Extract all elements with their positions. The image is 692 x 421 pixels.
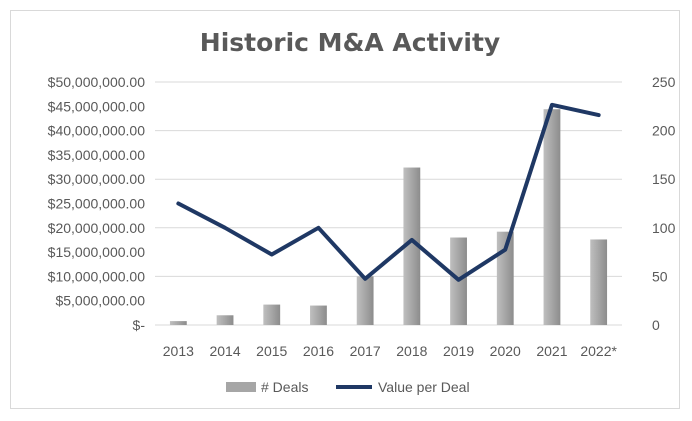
deals-bar-2021	[543, 109, 561, 325]
chart-title: Historic M&A Activity	[200, 28, 500, 57]
right-tick-label: 0	[652, 317, 660, 333]
x-tick-label: 2021	[536, 343, 567, 359]
left-tick-label: $10,000,000.00	[48, 268, 146, 284]
right-tick-label: 250	[652, 74, 676, 90]
left-tick-label: $20,000,000.00	[48, 220, 146, 236]
right-tick-label: 100	[652, 220, 676, 236]
left-tick-label: $40,000,000.00	[48, 123, 146, 139]
legend-label-deals: # Deals	[261, 379, 308, 395]
x-tick-label: 2018	[396, 343, 427, 359]
deals-bar-2020	[496, 231, 514, 325]
x-axis-ticks: 2013 2014 2015 2016 2017 2018 2019 2020 2021 2022…	[163, 343, 618, 359]
legend: # Deals Value per Deal	[226, 379, 470, 395]
x-tick-label: 2019	[443, 343, 474, 359]
chart-frame	[10, 10, 680, 409]
deals-bars	[169, 109, 608, 325]
x-tick-label: 2016	[303, 343, 334, 359]
left-tick-label: $-	[133, 317, 146, 333]
x-tick-label: 2017	[350, 343, 381, 359]
left-tick-label: $45,000,000.00	[48, 98, 146, 114]
x-tick-label: 2020	[490, 343, 521, 359]
legend-swatch-deals	[226, 382, 256, 392]
deals-bar-2016	[310, 305, 327, 325]
left-tick-label: $50,000,000.00	[48, 74, 146, 90]
left-axis-ticks: $- $5,000,000.00 $10,000,000.00 $15,000,000…	[48, 74, 146, 333]
x-tick-label: 2022*	[580, 343, 617, 359]
left-tick-label: $5,000,000.00	[55, 293, 145, 309]
value-per-deal-line	[176, 102, 601, 282]
deals-bar-2014	[216, 315, 234, 325]
right-axis-ticks: 0 50 100 150 200 250	[652, 74, 676, 333]
deals-bar-2022*	[590, 239, 608, 325]
deals-bar-2017	[356, 276, 374, 325]
right-tick-label: 200	[652, 123, 676, 139]
left-tick-label: $30,000,000.00	[48, 171, 146, 187]
left-tick-label: $25,000,000.00	[48, 196, 146, 212]
x-tick-label: 2013	[163, 343, 194, 359]
x-tick-label: 2015	[256, 343, 287, 359]
deals-bar-2018	[403, 167, 421, 325]
x-tick-label: 2014	[209, 343, 240, 359]
legend-label-value-per-deal: Value per Deal	[378, 379, 470, 395]
right-tick-label: 50	[652, 268, 668, 284]
left-tick-label: $35,000,000.00	[48, 147, 146, 163]
left-tick-label: $15,000,000.00	[48, 244, 146, 260]
right-tick-label: 150	[652, 171, 676, 187]
deals-bar-2015	[263, 304, 281, 325]
value-per-deal-line-group	[176, 102, 601, 282]
deals-bar-2013	[169, 321, 187, 325]
